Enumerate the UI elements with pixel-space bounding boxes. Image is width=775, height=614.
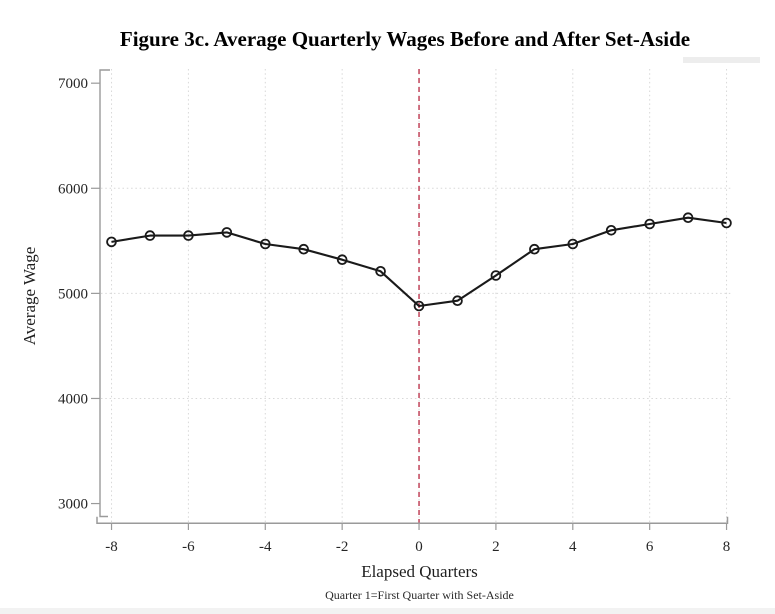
y-tick-label: 4000: [58, 391, 88, 407]
x-axis-title: Elapsed Quarters: [361, 562, 478, 581]
data-point-marker: [490, 270, 502, 281]
data-point-marker: [567, 238, 579, 250]
data-point-marker: [183, 230, 194, 241]
x-tick-label: 0: [415, 539, 423, 555]
x-tick-label: 4: [569, 539, 577, 555]
data-point-marker: [375, 265, 386, 277]
data-point-marker: [413, 300, 425, 312]
y-tick-label: 3000: [58, 497, 88, 513]
screenshot-artifact: [683, 57, 760, 63]
y-tick-label: 6000: [58, 181, 88, 197]
data-point-marker: [259, 238, 271, 250]
data-point-marker: [221, 227, 233, 238]
x-tick-label: 6: [646, 539, 654, 555]
chart-note: Quarter 1=First Quarter with Set-Aside: [325, 588, 514, 602]
grid-lines: [101, 69, 731, 523]
x-tick-label: -6: [182, 539, 195, 555]
x-tick-label: -8: [105, 539, 118, 555]
data-point-marker: [605, 225, 617, 236]
x-tick-label: 8: [723, 539, 731, 555]
window-edge-artifact: [0, 608, 775, 614]
chart-title: Figure 3c. Average Quarterly Wages Befor…: [119, 27, 691, 51]
data-point-marker: [336, 254, 348, 266]
data-point-marker: [106, 236, 117, 248]
y-tick-label: 7000: [58, 76, 88, 92]
data-point-marker: [682, 212, 694, 224]
x-tick-label: -2: [336, 539, 349, 555]
x-axis: -8 -6 -4 -2 0 2 4 6 8: [96, 516, 731, 555]
data-point-marker: [644, 218, 655, 230]
data-point-markers: [106, 212, 732, 312]
data-point-marker: [452, 295, 463, 307]
y-tick-label: 5000: [58, 286, 88, 302]
x-tick-label: 2: [492, 539, 500, 555]
data-point-marker: [144, 230, 156, 241]
data-point-marker: [721, 217, 732, 229]
x-tick-label: -4: [259, 539, 272, 555]
data-point-marker: [529, 243, 540, 255]
wage-series-line: [111, 216, 727, 308]
data-point-marker: [298, 243, 310, 255]
y-axis: 3000 4000 5000 6000 7000: [58, 69, 110, 518]
